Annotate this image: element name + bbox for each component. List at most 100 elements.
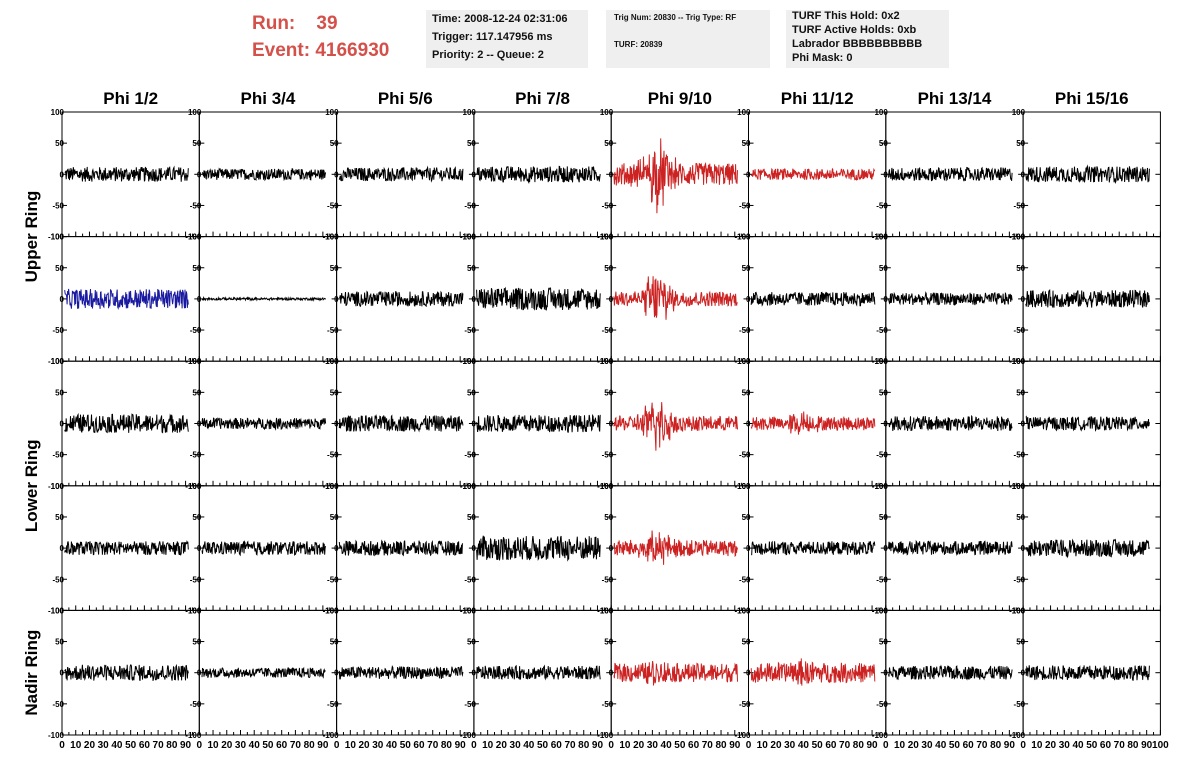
x-tick-label: 10: [70, 740, 82, 751]
y-tick-label: -50: [464, 326, 476, 335]
x-tick-label: 30: [1059, 740, 1071, 751]
y-tick-label: -100: [48, 357, 65, 366]
y-tick-label: -100: [872, 357, 889, 366]
column-title: Phi 15/16: [1055, 89, 1129, 108]
x-tick-label: 90: [180, 740, 192, 751]
x-tick-label: 60: [963, 740, 975, 751]
y-tick-label: -50: [602, 201, 614, 210]
y-tick-label: -50: [464, 700, 476, 709]
waveform-1-0: [64, 288, 189, 310]
y-tick-label: 100: [737, 357, 751, 366]
trig-info-box: Trig Num: 20830 -- Trig Type: RF TURF: 2…: [606, 10, 770, 68]
waveform-0-3: [476, 165, 601, 185]
row-group-title: Upper Ring: [22, 191, 41, 283]
y-tick-label: 50: [742, 139, 751, 148]
y-tick-label: 100: [737, 482, 751, 491]
y-tick-label: 100: [1012, 233, 1026, 242]
y-tick-label: -100: [734, 482, 751, 491]
y-tick-label: 50: [879, 638, 888, 647]
y-tick-label: -50: [52, 451, 64, 460]
waveform-1-6: [888, 291, 1013, 306]
y-tick-label: 50: [879, 513, 888, 522]
y-tick-label: 50: [192, 638, 201, 647]
waveform-0-6: [888, 166, 1013, 182]
y-tick-label: -50: [190, 575, 202, 584]
y-tick-label: -100: [872, 233, 889, 242]
y-tick-label: 100: [600, 108, 614, 117]
x-tick-label: 0: [1020, 740, 1026, 751]
waveform-4-3: [476, 664, 601, 681]
y-tick-label: -100: [872, 606, 889, 615]
column-title: Phi 1/2: [103, 89, 158, 108]
column-title: Phi 11/12: [781, 89, 854, 108]
y-tick-label: 100: [737, 233, 751, 242]
y-tick-label: 100: [463, 357, 477, 366]
x-tick-label: 0: [746, 740, 752, 751]
waveform-2-6: [888, 414, 1013, 432]
y-tick-label: 100: [1012, 357, 1026, 366]
y-tick-label: -50: [739, 201, 751, 210]
y-tick-label: -50: [52, 326, 64, 335]
y-tick-label: 0: [471, 420, 476, 429]
y-tick-label: -50: [464, 575, 476, 584]
y-tick-label: -100: [460, 357, 477, 366]
y-tick-label: 0: [609, 420, 614, 429]
y-tick-label: 0: [334, 170, 339, 179]
y-tick-label: 0: [60, 295, 65, 304]
y-tick-label: -50: [190, 201, 202, 210]
x-tick-label: 10: [757, 740, 769, 751]
y-tick-label: -50: [1014, 700, 1026, 709]
x-tick-label: 10: [619, 740, 631, 751]
x-tick-label: 70: [702, 740, 714, 751]
y-tick-label: -100: [48, 482, 65, 491]
y-tick-label: -100: [185, 606, 202, 615]
x-tick-label: 30: [510, 740, 522, 751]
y-tick-label: 100: [188, 233, 202, 242]
y-tick-label: -50: [464, 201, 476, 210]
y-tick-label: 100: [463, 606, 477, 615]
y-tick-label: -100: [1009, 357, 1026, 366]
y-tick-label: 0: [1021, 295, 1026, 304]
y-tick-label: 0: [334, 295, 339, 304]
y-tick-label: -100: [48, 731, 65, 740]
y-tick-label: -50: [52, 575, 64, 584]
x-tick-label: 90: [317, 740, 329, 751]
y-tick-label: -100: [323, 482, 340, 491]
x-tick-label: 90: [867, 740, 879, 751]
x-tick-label: 50: [949, 740, 961, 751]
y-tick-label: 0: [746, 295, 751, 304]
x-tick-label: 80: [441, 740, 453, 751]
y-tick-label: 0: [609, 544, 614, 553]
y-tick-label: 50: [742, 388, 751, 397]
y-tick-label: -100: [48, 606, 65, 615]
y-tick-label: 100: [600, 482, 614, 491]
y-tick-label: 50: [604, 513, 613, 522]
y-tick-label: -50: [602, 451, 614, 460]
waveform-1-7: [1025, 289, 1150, 309]
x-tick-label: 50: [537, 740, 549, 751]
y-tick-label: 50: [467, 264, 476, 273]
y-tick-label: 50: [604, 264, 613, 273]
y-tick-label: 50: [330, 513, 339, 522]
x-tick-label: 20: [1045, 740, 1057, 751]
y-tick-label: 100: [737, 108, 751, 117]
run-label: Run:: [252, 13, 296, 34]
y-tick-label: 100: [1012, 108, 1026, 117]
y-tick-label: -50: [876, 451, 888, 460]
y-tick-label: 100: [600, 233, 614, 242]
waveform-4-6: [888, 664, 1013, 681]
y-tick-label: 100: [325, 606, 339, 615]
waveform-1-4: [613, 276, 738, 320]
y-tick-label: 50: [1016, 264, 1025, 273]
y-tick-label: 100: [51, 357, 65, 366]
y-tick-label: 100: [325, 233, 339, 242]
y-tick-label: 0: [1021, 170, 1026, 179]
y-tick-label: -100: [323, 731, 340, 740]
y-tick-label: -100: [185, 233, 202, 242]
waveform-3-7: [1025, 538, 1150, 559]
turf-text: TURF: 20839: [614, 40, 663, 49]
x-tick-label: 80: [715, 740, 727, 751]
y-tick-label: 100: [1012, 482, 1026, 491]
y-tick-label: 0: [197, 170, 202, 179]
waveform-4-5: [750, 658, 876, 686]
